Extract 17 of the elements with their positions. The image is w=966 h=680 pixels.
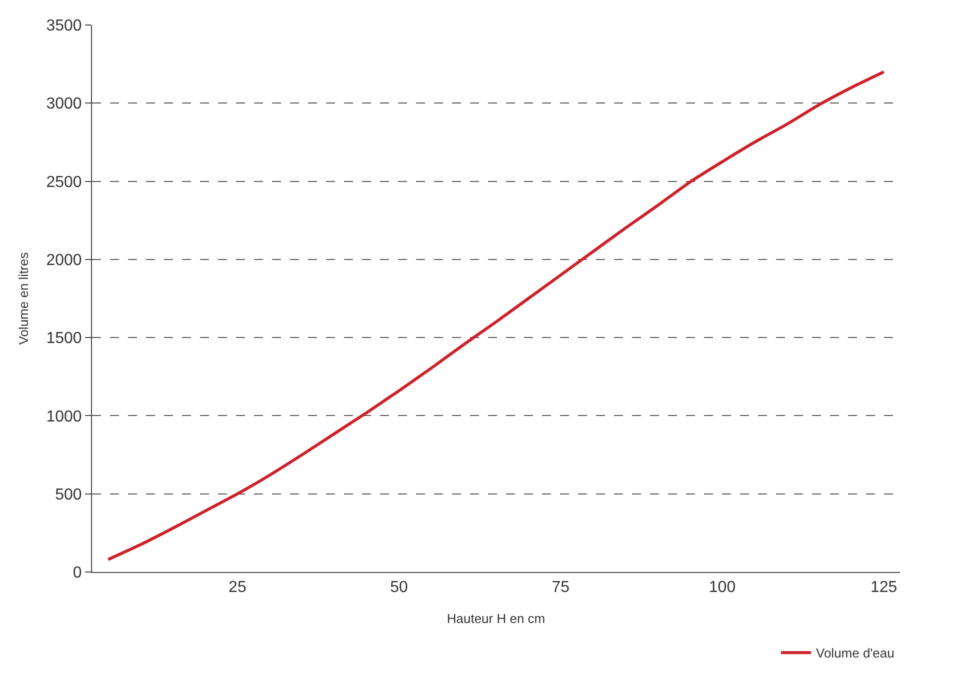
x-tick-label: 50 — [390, 579, 408, 596]
x-tick-label: 125 — [870, 579, 898, 596]
y-axis-title: Volume en litres — [16, 252, 32, 345]
y-tick-label: 3000 — [46, 96, 82, 113]
x-tick-label: 100 — [708, 579, 736, 596]
line-series — [106, 70, 886, 561]
y-tick-label: 3500 — [46, 18, 82, 35]
y-tick-label: 1000 — [46, 408, 82, 426]
y-tick-label: 500 — [55, 486, 82, 504]
y-tick-label: 2500 — [46, 174, 82, 191]
legend-label: Volume d'eau — [816, 646, 894, 661]
y-tick-label: 0 — [72, 564, 82, 582]
y-tick-label: 1500 — [46, 330, 82, 348]
x-axis-title: Hauteur H en cm — [446, 610, 546, 626]
x-tick-label: 75 — [552, 579, 570, 596]
x-tick-label: 25 — [228, 579, 246, 596]
y-tick-label: 2000 — [46, 252, 82, 270]
